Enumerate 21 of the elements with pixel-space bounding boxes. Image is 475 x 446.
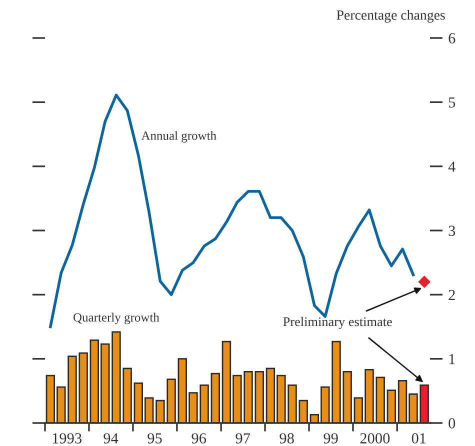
y-axis-title: Percentage changes bbox=[336, 10, 445, 23]
x-tick-label: 98 bbox=[280, 433, 294, 444]
series-label: Quarterly growth bbox=[74, 312, 160, 324]
x-tick-label: 95 bbox=[148, 433, 162, 444]
x-tick-label: 1993 bbox=[52, 433, 82, 444]
x-tick-label: 96 bbox=[192, 433, 206, 444]
y-tick-label: 3 bbox=[448, 226, 456, 236]
y-tick-label: 2 bbox=[448, 290, 455, 300]
x-tick-label: 94 bbox=[104, 433, 118, 444]
x-tick-label: 97 bbox=[236, 433, 250, 444]
x-tick-label: 2000 bbox=[360, 433, 390, 444]
line-series bbox=[49, 94, 415, 328]
series-label: Annual growth bbox=[141, 131, 216, 142]
annotation: Preliminary estimate bbox=[283, 316, 392, 329]
x-tick-label: 01 bbox=[412, 433, 426, 444]
y-tick-label: 1 bbox=[449, 354, 455, 364]
y-tick-label: 0 bbox=[448, 418, 456, 428]
y-tick-label: 6 bbox=[448, 33, 456, 44]
y-tick-label: 5 bbox=[448, 97, 456, 108]
y-tick-label: 4 bbox=[448, 162, 456, 172]
x-tick-label: 99 bbox=[324, 433, 338, 444]
